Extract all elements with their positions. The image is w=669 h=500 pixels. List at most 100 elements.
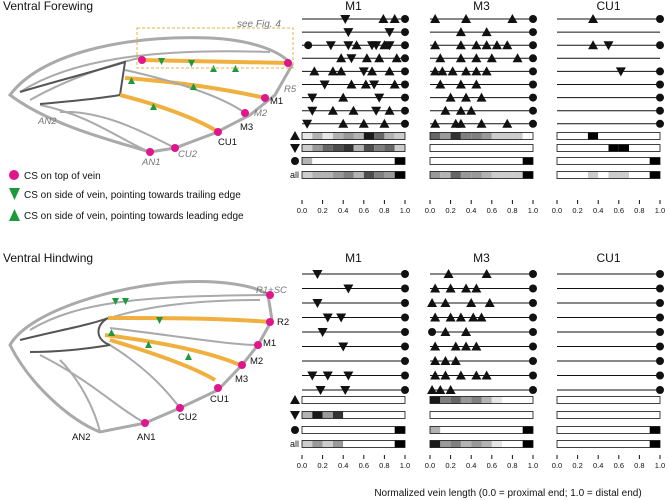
cs-leading (391, 53, 402, 63)
cs-leading (338, 92, 349, 102)
cs-leading (384, 105, 395, 115)
heat-cell (471, 157, 482, 165)
x-tick-label: 0.4 (338, 206, 348, 215)
x-tick-label: 0.4 (466, 461, 476, 470)
forewing-diagram: see Fig. 4 R5 M2 M1 M3 CU1 CU2 AN1 AN2 (7, 19, 297, 168)
cs-trailing (336, 313, 347, 323)
vein-label: M2 (250, 356, 263, 367)
heat-cell (587, 426, 599, 434)
heat-cell (512, 171, 523, 179)
heat-frame (429, 171, 534, 179)
x-tick-label: 0.6 (614, 461, 624, 470)
vein-label: AN2 (72, 432, 90, 443)
heat-cell (374, 144, 385, 152)
heat-cell (567, 396, 578, 404)
cs-leading (455, 40, 466, 50)
cs-top (529, 357, 537, 365)
heat-cell (577, 411, 588, 419)
cs-leading (374, 53, 385, 63)
heat-cell (430, 411, 441, 419)
cs-leading (471, 79, 482, 89)
heat-cell (460, 144, 472, 152)
heat-cell (577, 426, 588, 434)
x-tick-label: 0.8 (634, 461, 644, 470)
heat-cell (618, 396, 630, 404)
heat-cell (522, 144, 533, 152)
heat-cell (394, 144, 405, 152)
heat-cell (649, 411, 660, 419)
cs-leading (502, 118, 513, 128)
heat-cell (332, 440, 344, 448)
heat-cell (471, 426, 482, 434)
cs-leading (502, 40, 513, 50)
heat-cell (363, 440, 375, 448)
x-tick-label: 1.0 (655, 461, 665, 470)
cs-top (529, 386, 537, 394)
heat-cell (440, 171, 451, 179)
heat-cell (322, 157, 333, 165)
cs-leading (435, 79, 446, 89)
cs-top (401, 328, 409, 336)
heat-frame (429, 426, 534, 434)
heat-cell (577, 144, 588, 152)
heat-cell (567, 157, 578, 165)
x-tick-label: 0.8 (379, 461, 389, 470)
heat-cell (649, 132, 660, 140)
cs-top (529, 93, 537, 102)
cs-leading (430, 356, 441, 365)
heat-cell (471, 171, 482, 179)
cs-trailing (307, 106, 318, 116)
heat-cell (353, 144, 364, 152)
vein-label: CU1 (210, 394, 229, 405)
heat-cell (639, 132, 650, 140)
cs-top (656, 15, 664, 23)
x-tick-label: 0.6 (487, 461, 497, 470)
heat-cell (343, 144, 354, 152)
cs-top (656, 67, 664, 76)
cs-top (401, 119, 409, 128)
heat-cell (460, 132, 472, 140)
cs-leading (440, 327, 451, 336)
cs-leading (455, 118, 466, 128)
cs-trailing (371, 106, 382, 116)
heat-cell (557, 157, 568, 165)
cs-leading (367, 66, 378, 76)
heat-frame (556, 396, 661, 404)
cs-leading (327, 105, 338, 115)
heat-cell (343, 440, 354, 448)
cs-top (401, 106, 409, 115)
heat-cell (394, 396, 405, 404)
x-tick-label: 0.4 (593, 461, 603, 470)
heat-cell (460, 426, 472, 434)
heat-cell (557, 426, 568, 434)
heat-cell (460, 396, 472, 404)
cs-leading (461, 283, 472, 293)
vein-label: CU1 (218, 137, 237, 148)
heat-cell (598, 396, 609, 404)
heat-cell (522, 157, 533, 165)
cs-top (529, 299, 537, 307)
heat-cell (502, 426, 513, 434)
heat-cell (512, 132, 523, 140)
heat-symbol (291, 157, 299, 165)
heat-cell (332, 426, 344, 434)
cs-leading (384, 66, 395, 76)
heat-cell (629, 144, 640, 152)
cs-leading (338, 118, 349, 128)
heat-cell (363, 171, 375, 179)
heat-cell (471, 396, 482, 404)
heat-cell (557, 396, 568, 404)
heat-frame (301, 144, 406, 152)
heat-cell (343, 426, 354, 434)
panel-title: M1 (345, 251, 362, 265)
heat-cell (608, 411, 619, 419)
heat-cell (567, 171, 578, 179)
x-tick-label: 0.0 (425, 461, 435, 470)
heat-cell (302, 396, 313, 404)
heat-cell (629, 440, 640, 448)
cs-leading (468, 312, 479, 322)
heat-cell (332, 396, 344, 404)
heat-cell (629, 171, 640, 179)
heat-cell (481, 144, 492, 152)
heat-cell (598, 440, 609, 448)
